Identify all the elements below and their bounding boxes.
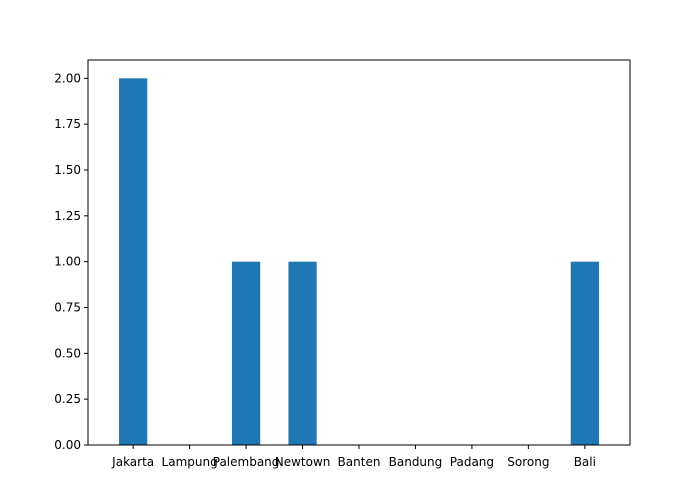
y-tick-label: 1.75: [54, 117, 81, 131]
y-tick-label: 0.25: [54, 392, 81, 406]
x-tick-label: Padang: [450, 455, 494, 469]
bars-group: [119, 78, 599, 445]
plot-frame: [87, 59, 631, 446]
x-tick-label: Banten: [338, 455, 381, 469]
y-tick-label: 1.00: [54, 255, 81, 269]
bar-bali: [570, 261, 599, 445]
x-tick-label: Bali: [574, 455, 596, 469]
x-tick-label: Bandung: [389, 455, 443, 469]
y-tick-label: 1.25: [54, 209, 81, 223]
bar-palembang: [231, 261, 261, 445]
bar-jakarta: [119, 78, 148, 445]
x-tick-label: Lampung: [162, 455, 218, 469]
y-tick-label: 0.75: [54, 301, 81, 315]
y-axis: 0.00 0.25 0.50 0.75 1.00 1.25 1.50 1.75 2.00: [54, 71, 88, 452]
y-tick-label: 0.50: [54, 346, 81, 360]
x-tick-label: Newtown: [275, 455, 331, 469]
bar-newtown: [288, 261, 317, 445]
y-tick-label: 0.00: [54, 438, 81, 452]
x-tick-label: Jakarta: [111, 455, 154, 469]
x-tick-label: Palembang: [213, 455, 280, 469]
x-tick-label: Sorong: [507, 455, 549, 469]
y-tick-label: 1.50: [54, 163, 81, 177]
y-tick-label: 2.00: [54, 71, 81, 85]
